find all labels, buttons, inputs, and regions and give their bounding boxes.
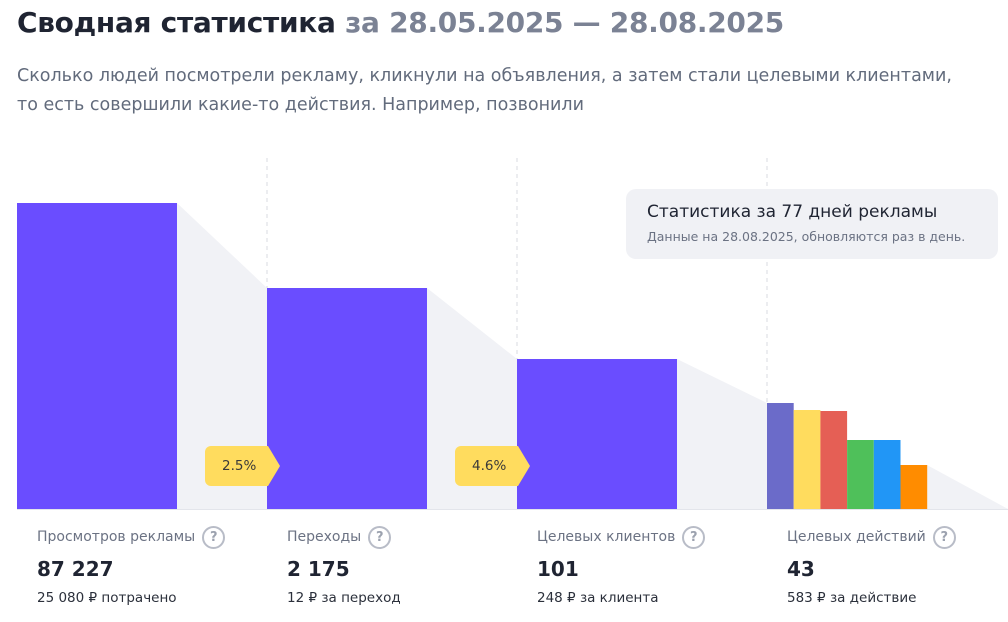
badge-arrow-icon	[268, 446, 281, 486]
date-range: за 28.05.2025 — 28.08.2025	[345, 6, 784, 39]
stat-target-clients: Целевых клиентов ? 101 248 ₽ за клиента	[537, 522, 767, 606]
stat-note: 25 080 ₽ потрачено	[37, 590, 177, 606]
stat-label: Целевых клиентов	[537, 529, 676, 545]
funnel-connector	[927, 465, 1008, 509]
funnel-connector	[677, 359, 767, 509]
stat-note: 583 ₽ за действие	[787, 590, 917, 606]
stat-label: Переходы	[287, 529, 362, 545]
funnel-bar	[267, 288, 427, 509]
help-icon[interactable]: ?	[932, 525, 956, 549]
stat-note: 248 ₽ за клиента	[537, 590, 659, 606]
stat-impressions: Просмотров рекламы ? 87 227 25 080 ₽ пот…	[37, 522, 267, 606]
funnel-bar	[17, 203, 177, 509]
action-segment-bar	[847, 440, 874, 509]
stat-clicks: Переходы ? 2 175 12 ₽ за переход	[287, 522, 517, 606]
title-text: Сводная статистика	[17, 6, 336, 39]
stat-note: 12 ₽ за переход	[287, 590, 401, 606]
action-segment-bar	[793, 410, 821, 509]
page-description: Сколько людей посмотрели рекламу, кликну…	[17, 66, 952, 115]
help-icon[interactable]: ?	[202, 525, 226, 549]
action-segment-bar	[873, 440, 901, 509]
conversion-rate: 4.6%	[455, 446, 519, 486]
conversion-badge-clicks: 2.5%	[205, 446, 281, 486]
stat-target-actions: Целевых действий ? 43 583 ₽ за действие	[787, 522, 1008, 606]
stats-period-tooltip: Статистика за 77 дней рекламы Данные на …	[626, 189, 998, 259]
conversion-badge-clients: 4.6%	[455, 446, 531, 486]
action-segment-bar	[820, 411, 848, 509]
stat-value: 87 227	[37, 557, 114, 581]
action-segment-bar	[900, 465, 928, 509]
help-icon[interactable]: ?	[682, 525, 706, 549]
stat-label: Целевых действий	[787, 529, 926, 545]
stat-value: 101	[537, 557, 579, 581]
tooltip-subtitle: Данные на 28.08.2025, обновляются раз в …	[647, 229, 966, 244]
stat-value: 2 175	[287, 557, 350, 581]
page-title: Сводная статистика за 28.05.2025 — 28.08…	[17, 6, 784, 39]
action-segment-bar	[767, 403, 794, 509]
funnel-bar	[517, 359, 677, 509]
badge-arrow-icon	[518, 446, 531, 486]
stat-label: Просмотров рекламы	[37, 529, 196, 545]
help-icon[interactable]: ?	[368, 525, 392, 549]
stat-value: 43	[787, 557, 815, 581]
conversion-rate: 2.5%	[205, 446, 269, 486]
funnel-connector	[177, 203, 267, 509]
tooltip-title: Статистика за 77 дней рекламы	[647, 202, 938, 222]
